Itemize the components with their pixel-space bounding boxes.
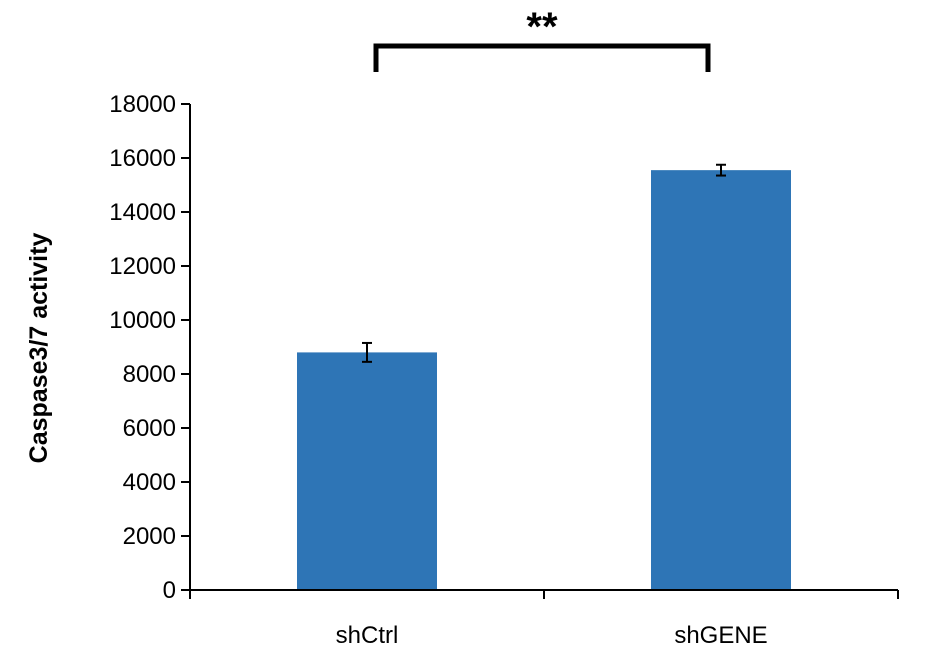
y-tick-label: 10000 bbox=[109, 307, 176, 334]
y-tick-label: 2000 bbox=[123, 523, 176, 550]
y-tick-label: 6000 bbox=[123, 415, 176, 442]
labels-layer: shCtrl shGENE 0 2000 4000 6000 8000 10000 12000 1… bbox=[109, 5, 767, 649]
y-tick-label: 8000 bbox=[123, 361, 176, 388]
bar-shGENE bbox=[651, 170, 791, 590]
y-tick-label: 12000 bbox=[109, 253, 176, 280]
y-tick-label: 4000 bbox=[123, 469, 176, 496]
significance-bracket bbox=[373, 43, 711, 72]
bars-layer bbox=[297, 163, 791, 590]
bar-shCtrl bbox=[297, 352, 437, 590]
x-tick-label: shGENE bbox=[674, 622, 767, 649]
x-tick-label: shCtrl bbox=[336, 622, 399, 649]
axes-layer bbox=[181, 43, 899, 599]
y-axis-title: Caspase3/7 activity bbox=[25, 233, 53, 464]
y-tick-label: 14000 bbox=[109, 199, 176, 226]
y-tick-label: 16000 bbox=[109, 145, 176, 172]
significance-label: ** bbox=[526, 5, 558, 49]
y-tick-label: 18000 bbox=[109, 91, 176, 118]
y-tick-label: 0 bbox=[163, 577, 176, 604]
error-bar-shCtrl bbox=[362, 341, 372, 363]
error-bar-shGENE bbox=[716, 163, 726, 177]
